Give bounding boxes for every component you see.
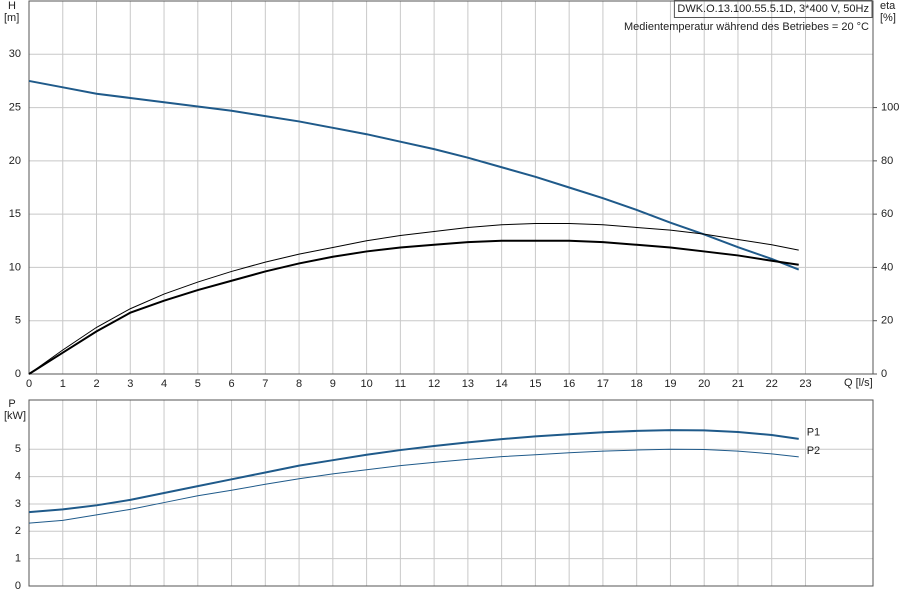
y2-tick-label: 20: [881, 315, 893, 327]
y2-axis-unit: [%]: [880, 12, 896, 24]
plot-frame: [28, 0, 874, 375]
x-tick-label: 8: [296, 378, 302, 390]
y2-tick-label: 100: [881, 101, 899, 113]
chart-title: DWK.O.13.100.55.5.1D, 3*400 V, 50Hz: [677, 3, 869, 15]
x-tick-label: 20: [698, 378, 710, 390]
y-axis-unit: [kW]: [4, 410, 26, 422]
x-tick-label: 2: [93, 378, 99, 390]
y-tick-label: 1: [15, 553, 21, 565]
x-tick-label: 14: [496, 378, 508, 390]
x-tick-label: 6: [228, 378, 234, 390]
x-axis-label: Q [l/s]: [844, 377, 873, 389]
y-tick-label: 15: [9, 208, 21, 220]
x-tick-label: 19: [664, 378, 676, 390]
x-tick-label: 13: [462, 378, 474, 390]
series-line: [28, 79, 800, 271]
series-line: [28, 222, 799, 375]
y-axis-unit: [m]: [4, 12, 19, 24]
y-tick-label: 2: [15, 525, 21, 537]
series-line: [28, 429, 799, 514]
x-tick-label: 4: [161, 378, 167, 390]
x-tick-label: 16: [563, 378, 575, 390]
series-line: [28, 448, 799, 524]
series-label: P1: [807, 427, 820, 439]
x-tick-label: 3: [127, 378, 133, 390]
x-tick-label: 11: [395, 378, 406, 390]
y-axis-label: P: [8, 398, 15, 410]
y-tick-label: 4: [15, 470, 21, 482]
series-label: P2: [807, 445, 820, 457]
x-tick-label: 22: [766, 378, 778, 390]
x-tick-label: 1: [60, 378, 66, 390]
y-tick-label: 10: [9, 261, 21, 273]
y-tick-label: 0: [15, 580, 21, 592]
y-tick-label: 25: [9, 101, 21, 113]
y2-tick-label: 0: [881, 368, 887, 380]
y2-axis-label: eta: [880, 0, 896, 12]
x-tick-label: 5: [195, 378, 201, 390]
plot-frame: [28, 399, 874, 587]
chart-subtitle: Medientemperatur während des Betriebes =…: [624, 21, 869, 33]
x-tick-label: 0: [26, 378, 32, 390]
y-tick-label: 0: [15, 368, 21, 380]
y-tick-label: 3: [15, 498, 21, 510]
x-tick-label: 18: [631, 378, 643, 390]
y-axis-label: H: [8, 0, 16, 12]
y2-tick-label: 60: [881, 208, 893, 220]
y-tick-label: 20: [9, 155, 21, 167]
y-tick-label: 30: [9, 48, 21, 60]
x-tick-label: 9: [330, 378, 336, 390]
x-tick-label: 12: [428, 378, 440, 390]
y2-tick-label: 80: [881, 155, 893, 167]
x-tick-label: 17: [597, 378, 609, 390]
x-tick-label: 23: [799, 378, 811, 390]
series-line: [28, 239, 799, 375]
title-box: [673, 0, 873, 18]
x-tick-label: 7: [262, 378, 268, 390]
x-tick-label: 21: [732, 378, 744, 390]
x-tick-label: 15: [529, 378, 541, 390]
y2-tick-label: 40: [881, 261, 893, 273]
y-tick-label: 5: [15, 315, 21, 327]
x-tick-label: 10: [360, 378, 372, 390]
y-tick-label: 5: [15, 443, 21, 455]
